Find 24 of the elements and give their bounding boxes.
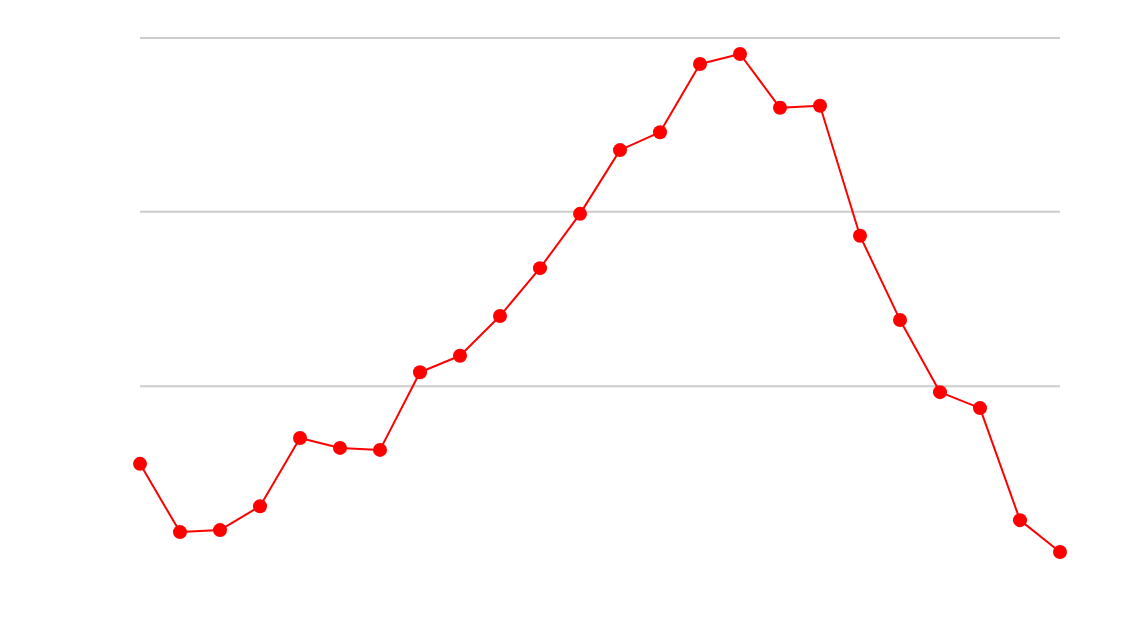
point — [173, 525, 187, 540]
point — [653, 125, 667, 140]
point — [853, 228, 867, 243]
point — [413, 365, 427, 380]
point — [933, 385, 947, 400]
point — [813, 98, 827, 113]
point — [573, 206, 587, 221]
point — [733, 47, 747, 61]
point — [253, 499, 267, 514]
point — [693, 56, 707, 71]
point — [293, 430, 307, 445]
point — [133, 456, 147, 471]
point — [613, 143, 627, 158]
point — [213, 523, 227, 538]
point — [453, 348, 467, 363]
point — [1013, 513, 1027, 528]
point — [533, 261, 547, 276]
point — [333, 440, 347, 455]
point — [373, 442, 387, 457]
point — [493, 308, 507, 323]
point — [973, 401, 987, 416]
point — [773, 100, 787, 115]
point — [893, 312, 907, 327]
point — [1053, 545, 1067, 559]
